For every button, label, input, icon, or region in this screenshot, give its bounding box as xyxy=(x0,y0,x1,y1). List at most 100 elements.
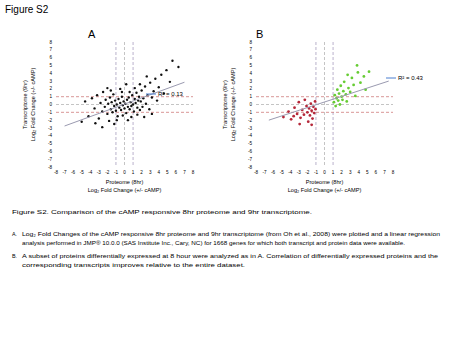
reference-line xyxy=(256,104,393,105)
y-tick-label: -7 xyxy=(248,157,253,162)
point xyxy=(109,96,111,98)
point xyxy=(171,60,173,62)
y-tick-label: 7 xyxy=(49,47,52,52)
point xyxy=(107,103,109,105)
point xyxy=(151,96,153,98)
figure: Figure S2A-8-7-6-5-4-3-2-1012345678-8-7-… xyxy=(0,0,450,338)
point xyxy=(131,94,133,96)
x-tick-label: 2 xyxy=(140,170,143,175)
point xyxy=(334,105,337,108)
reference-line xyxy=(256,112,393,113)
annotation-line xyxy=(386,78,396,79)
point xyxy=(368,70,371,73)
x-tick-label: -7 xyxy=(263,170,268,175)
regression-line xyxy=(65,82,185,126)
x-tick-label: -2 xyxy=(305,170,310,175)
x-tick-label: 4 xyxy=(357,170,360,175)
point xyxy=(333,101,336,104)
x-tick-label: -1 xyxy=(114,170,119,175)
y-tick-label: 0 xyxy=(49,102,52,107)
point xyxy=(116,119,118,121)
x-tick-label: -5 xyxy=(280,170,285,175)
point xyxy=(108,120,110,122)
point xyxy=(104,106,106,108)
point xyxy=(336,88,339,91)
y-tick-label: 2 xyxy=(249,86,252,91)
x-tick-label: 4 xyxy=(157,170,160,175)
point xyxy=(313,112,316,115)
y-tick-label: 3 xyxy=(49,79,52,84)
x-axis-label: Log₂ Fold Change (+/- cAMP) xyxy=(288,187,362,193)
point xyxy=(342,90,345,93)
reference-line xyxy=(56,112,193,113)
point xyxy=(140,89,142,91)
point xyxy=(128,91,130,93)
point xyxy=(341,98,344,101)
y-tick-label: -1 xyxy=(248,110,253,115)
x-tick-label: 7 xyxy=(183,170,186,175)
y-tick-label: 4 xyxy=(249,71,252,76)
plot-area xyxy=(56,42,193,167)
point xyxy=(303,98,306,101)
point xyxy=(309,114,312,117)
point xyxy=(333,94,336,97)
y-tick-label: 4 xyxy=(49,71,52,76)
x-tick-label: -7 xyxy=(63,170,68,175)
annotation: R² = 0.43 xyxy=(398,75,424,81)
y-tick-label: -6 xyxy=(248,149,253,154)
x-tick-label: 2 xyxy=(340,170,343,175)
y-tick-label: -8 xyxy=(248,165,253,170)
point xyxy=(112,93,114,95)
caption-line: Log₂ Fold Changes of the cAMP responsive… xyxy=(22,231,440,237)
point xyxy=(121,95,123,97)
x-tick-label: -1 xyxy=(314,170,319,175)
point xyxy=(339,103,342,106)
caption: Figure S2. Comparison of the cAMP respon… xyxy=(12,209,440,268)
x-tick-label: 8 xyxy=(392,170,395,175)
point xyxy=(136,106,138,108)
point xyxy=(121,91,123,93)
point xyxy=(148,108,150,110)
y-axis-label: Log₂ Fold Change (+/- cAMP) xyxy=(230,68,236,142)
x-tick-label: -3 xyxy=(297,170,302,175)
point xyxy=(354,95,357,98)
point xyxy=(307,120,310,123)
point xyxy=(113,105,115,107)
point xyxy=(359,81,362,84)
point xyxy=(116,115,118,117)
x-tick-label: 3 xyxy=(349,170,352,175)
point xyxy=(290,118,293,121)
point xyxy=(132,103,134,105)
point xyxy=(338,92,341,95)
point xyxy=(119,88,121,90)
annotation: R² = 0.13 xyxy=(158,91,184,97)
point xyxy=(96,94,98,96)
panel: B-8-7-6-5-4-3-2-1012345678-8-7-6-5-4-3-2… xyxy=(222,28,424,193)
regression-line xyxy=(269,81,389,120)
point xyxy=(127,119,129,121)
point xyxy=(287,110,290,113)
x-tick-label: 6 xyxy=(175,170,178,175)
y-tick-label: -2 xyxy=(48,118,53,123)
point xyxy=(93,107,95,109)
point xyxy=(99,102,101,104)
reference-line xyxy=(133,42,134,167)
point xyxy=(136,113,138,115)
point xyxy=(145,103,147,105)
point xyxy=(139,109,141,111)
x-tick-label: 8 xyxy=(192,170,195,175)
point xyxy=(149,81,151,83)
x-tick-label: -6 xyxy=(71,170,76,175)
point xyxy=(306,111,309,114)
y-tick-label: -3 xyxy=(48,126,53,131)
point xyxy=(352,84,355,87)
point xyxy=(310,109,313,112)
point xyxy=(101,126,103,128)
x-tick-label: 5 xyxy=(366,170,369,175)
point xyxy=(134,102,136,104)
reference-line xyxy=(256,96,393,97)
point xyxy=(122,100,124,102)
point xyxy=(106,87,108,89)
point xyxy=(347,87,350,90)
y-axis-label: Transcriptome (9hr) xyxy=(222,80,228,129)
